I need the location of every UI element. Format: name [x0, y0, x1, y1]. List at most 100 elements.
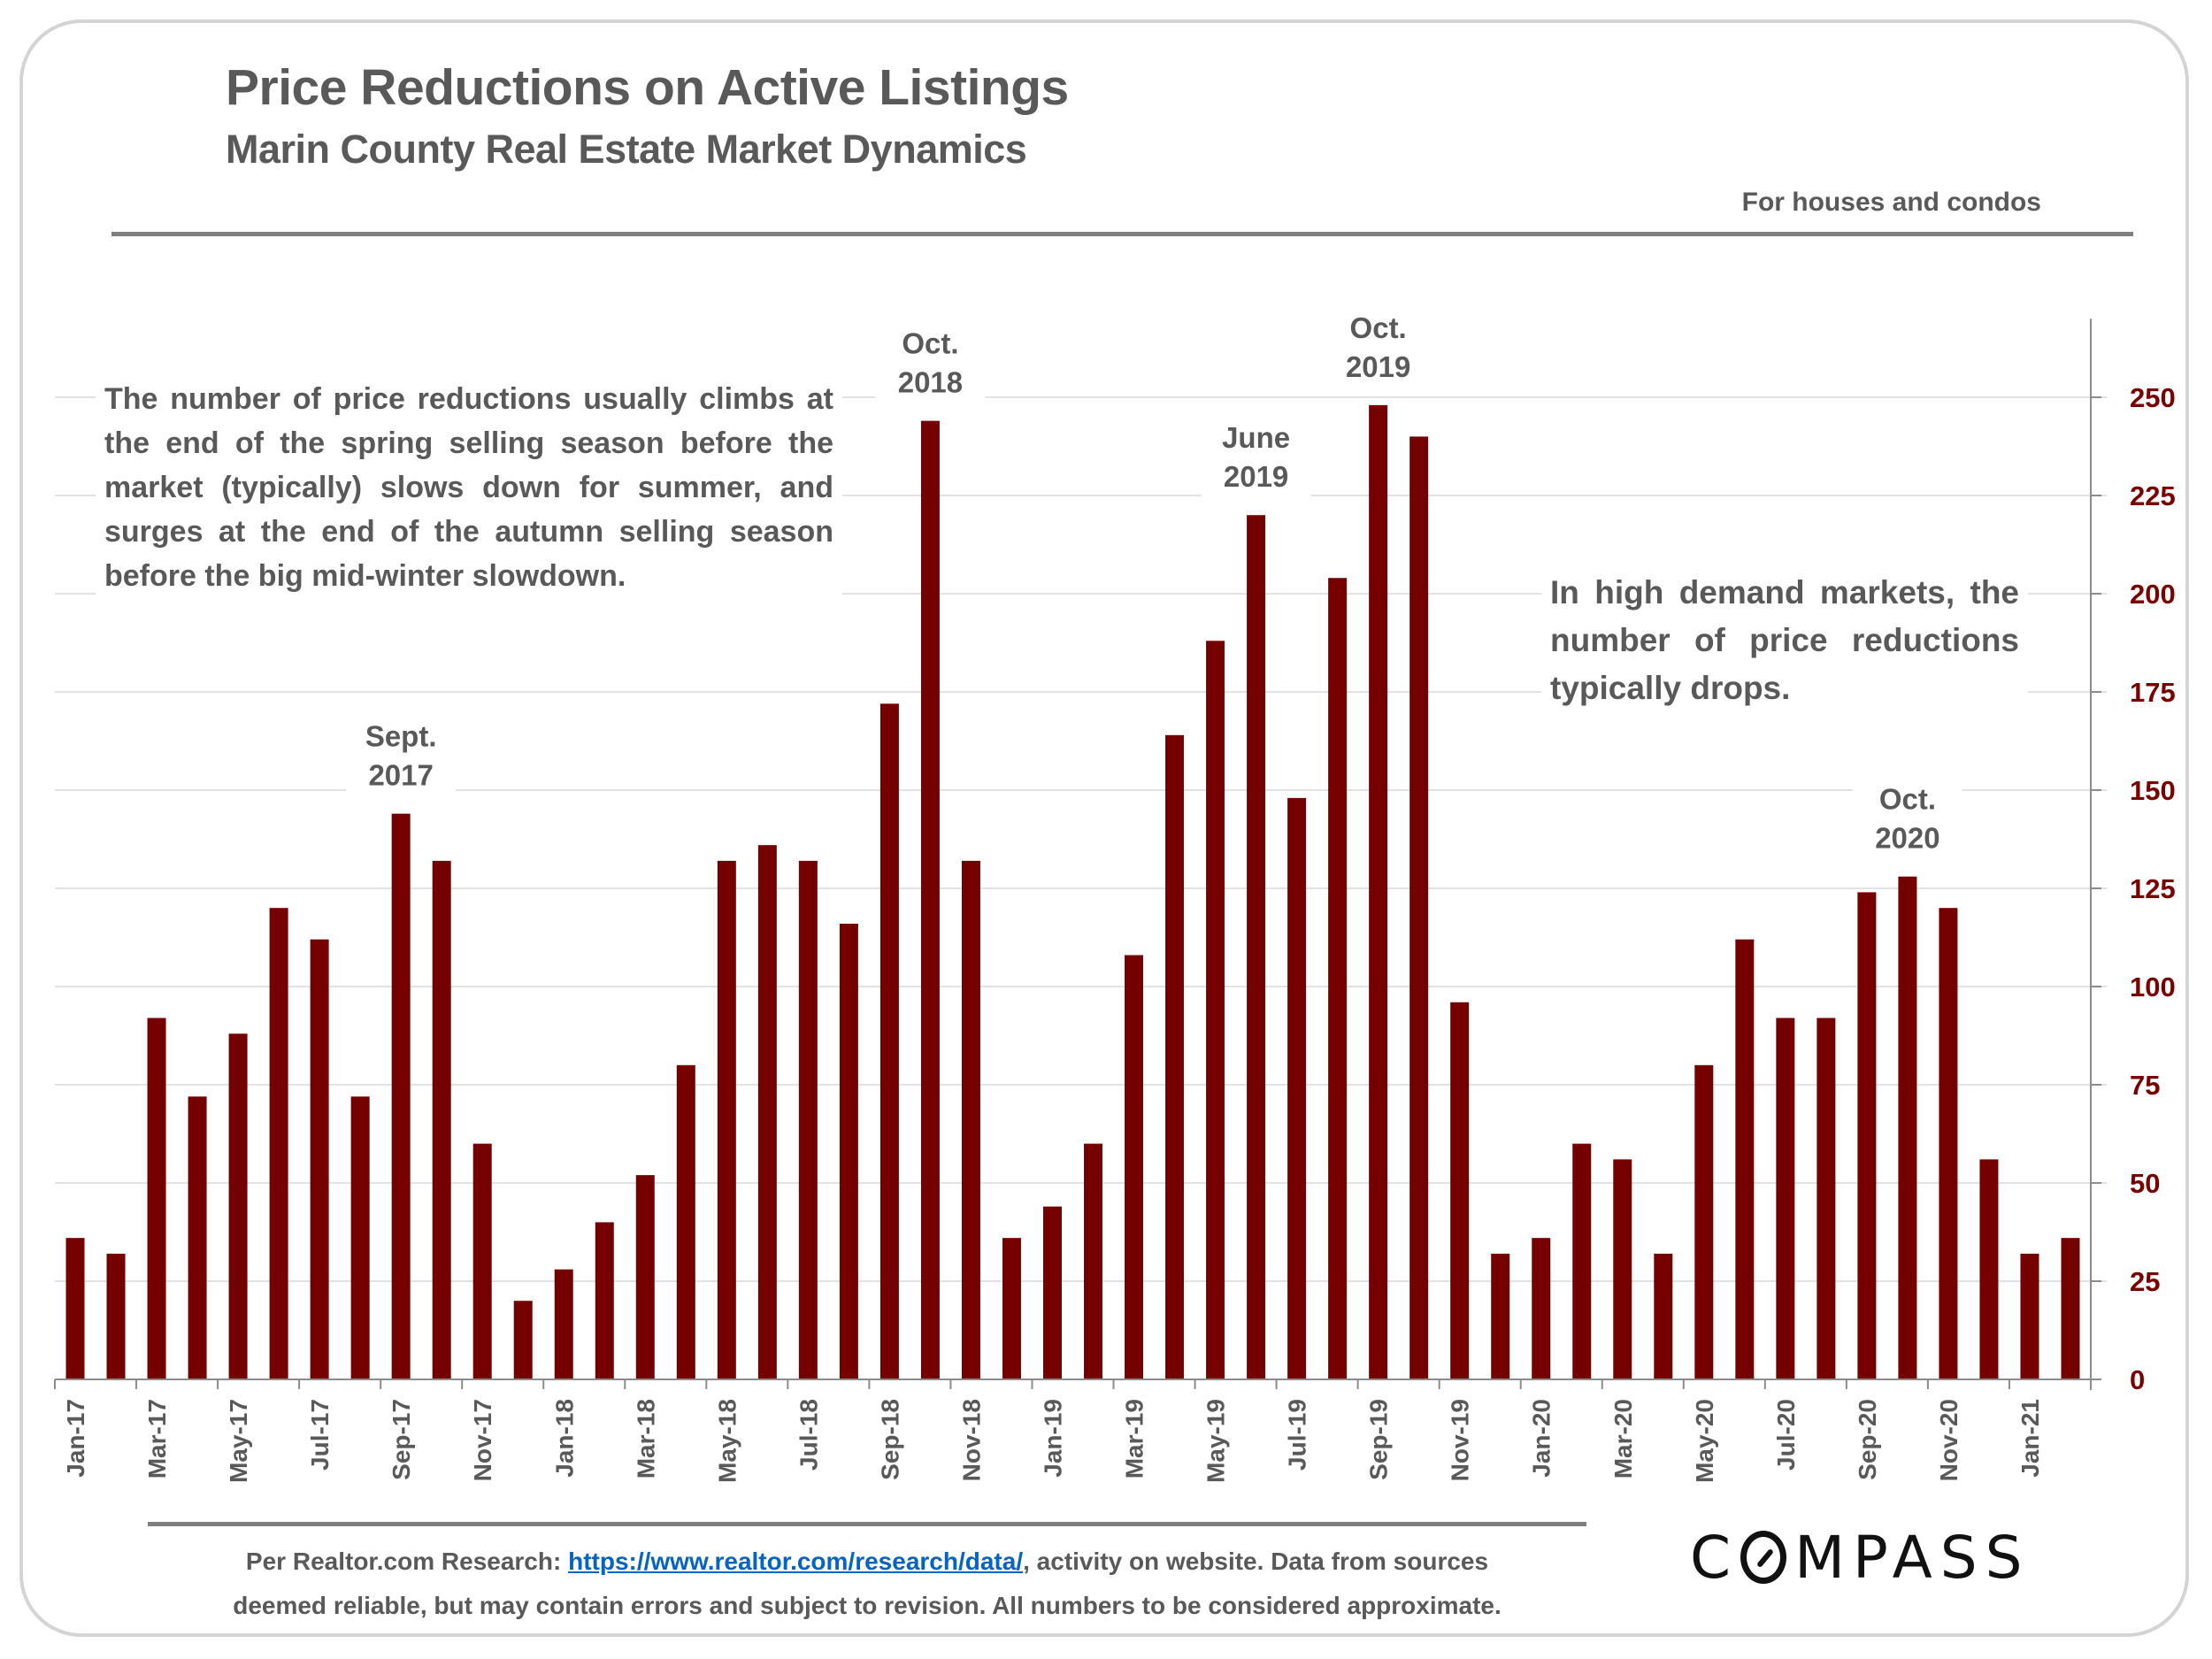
- bar-Feb-20: [1572, 1143, 1592, 1379]
- x-tick-label: Jul-17: [306, 1399, 334, 1471]
- bar-Nov-18: [961, 860, 980, 1379]
- bar-May-20: [1694, 1064, 1714, 1379]
- bar-Apr-18: [676, 1064, 695, 1379]
- x-tick-label: Jul-20: [1772, 1399, 1800, 1471]
- bar-Feb-21: [2061, 1238, 2080, 1379]
- y-tick-label: 175: [2130, 677, 2176, 708]
- bar-Dec-19: [1491, 1253, 1510, 1379]
- bar-Apr-19: [1165, 734, 1185, 1379]
- bars: [65, 404, 2080, 1379]
- x-tick-label: Mar-17: [143, 1399, 171, 1479]
- bar-Nov-17: [472, 1143, 492, 1379]
- peak-label-line2: 2017: [368, 759, 433, 792]
- seasonal-explanation-note: The number of price reductions usually c…: [96, 377, 842, 598]
- x-tick-label: May-20: [1691, 1399, 1718, 1483]
- y-axis-ticks: 0 25 50 75 100 125 150 175 200 225 250: [2091, 382, 2176, 1395]
- bar-Jul-18: [798, 860, 818, 1379]
- bar-Jan-19: [1042, 1206, 1062, 1379]
- peak-label-line2: 2019: [1346, 350, 1410, 383]
- bar-Jan-17: [65, 1238, 85, 1379]
- bar-Nov-20: [1939, 908, 1958, 1379]
- realtor-research-link[interactable]: https://www.realtor.com/research/data/: [568, 1548, 1024, 1575]
- peak-label: Oct. 2019: [1323, 296, 1433, 393]
- x-tick-label: Nov-19: [1447, 1399, 1474, 1481]
- bar-Sep-18: [879, 703, 899, 1379]
- peak-label-line1: June: [1222, 421, 1290, 454]
- footer-divider: [148, 1522, 1586, 1526]
- x-tick-label: Jul-18: [795, 1399, 822, 1471]
- header-divider: [111, 232, 2133, 236]
- peak-labels: Sept. 2017 Oct. 2018 June 2019 Oct. 2019 Oct. 202…: [346, 296, 1962, 864]
- bar-Apr-17: [188, 1096, 207, 1379]
- bar-Nov-19: [1450, 1002, 1470, 1379]
- bar-Mar-18: [635, 1175, 655, 1379]
- bar-Oct-18: [920, 420, 940, 1379]
- x-tick-label: Mar-18: [632, 1399, 659, 1479]
- peak-label-bg: [875, 312, 986, 409]
- peak-label-bg: [1323, 296, 1433, 393]
- x-tick-label: May-18: [713, 1399, 741, 1483]
- bar-Jan-20: [1532, 1238, 1551, 1379]
- bar-Apr-20: [1654, 1253, 1673, 1379]
- bar-Mar-19: [1125, 955, 1144, 1379]
- bar-Feb-19: [1084, 1143, 1103, 1379]
- peak-label-line2: 2018: [898, 366, 963, 399]
- bar-Jan-21: [2020, 1253, 2039, 1379]
- peak-label-line1: Oct.: [1879, 783, 1936, 816]
- y-tick-label: 0: [2130, 1364, 2145, 1395]
- x-tick-label: May-17: [225, 1399, 252, 1483]
- bar-May-17: [228, 1033, 248, 1379]
- logo-letters-mpass: MPASS: [1794, 1523, 2031, 1592]
- bar-Aug-18: [839, 923, 858, 1379]
- y-tick-label: 100: [2130, 972, 2176, 1002]
- compass-logo: C MPASS: [1690, 1524, 2106, 1592]
- source-footer: Per Realtor.com Research: https://www.re…: [150, 1540, 1584, 1628]
- bar-Jul-20: [1776, 1018, 1795, 1379]
- peak-label: Oct. 2020: [1852, 768, 1962, 864]
- bar-Sep-20: [1857, 892, 1877, 1379]
- bar-Aug-20: [1816, 1018, 1836, 1379]
- bar-Jul-19: [1287, 797, 1307, 1379]
- bar-Dec-18: [1002, 1238, 1021, 1379]
- bar-Oct-19: [1409, 436, 1429, 1379]
- peak-label-line2: 2019: [1224, 460, 1288, 493]
- x-tick-label: Nov-20: [1935, 1399, 1962, 1481]
- bar-Feb-18: [595, 1222, 614, 1379]
- peak-label: June 2019: [1201, 407, 1311, 503]
- x-tick-label: Jan-19: [1039, 1399, 1066, 1478]
- bar-Jun-18: [757, 845, 777, 1379]
- x-tick-label: May-19: [1202, 1399, 1230, 1483]
- bar-Sep-17: [391, 813, 411, 1379]
- bar-Mar-17: [147, 1018, 166, 1379]
- footer-prefix: Per Realtor.com Research:: [245, 1548, 569, 1575]
- peak-label: Oct. 2018: [875, 312, 986, 409]
- chart-subtitle: Marin County Real Estate Market Dynamics: [226, 127, 1027, 172]
- y-tick-label: 250: [2130, 382, 2176, 413]
- x-tick-label: Sep-17: [388, 1399, 415, 1480]
- footer-line-1: Per Realtor.com Research: https://www.re…: [150, 1540, 1584, 1584]
- bar-Oct-20: [1898, 876, 1917, 1379]
- axes: [55, 319, 2092, 1390]
- peak-label-line2: 2020: [1875, 822, 1939, 855]
- bar-Oct-17: [432, 860, 451, 1379]
- x-tick-label: Nov-18: [957, 1399, 985, 1481]
- chart-frame: [19, 19, 2189, 1637]
- x-axis-ticks: Jan-17 Mar-17 May-17 Jul-17 Sep-17 Nov-17 Jan-…: [54, 1379, 2092, 1483]
- y-tick-label: 225: [2130, 480, 2176, 511]
- bar-Sep-19: [1369, 404, 1388, 1379]
- y-tick-label: 150: [2130, 775, 2176, 806]
- x-tick-label: Jan-21: [2016, 1399, 2044, 1478]
- bar-Aug-17: [350, 1096, 370, 1379]
- x-tick-label: Mar-20: [1609, 1399, 1637, 1479]
- bar-Jul-17: [310, 939, 329, 1379]
- chart-title: Price Reductions on Active Listings: [226, 59, 1069, 116]
- logo-letter-c: C: [1690, 1523, 1740, 1592]
- x-tick-label: Jan-20: [1528, 1399, 1555, 1478]
- peak-label-bg: [346, 705, 457, 802]
- y-tick-label: 25: [2130, 1266, 2160, 1297]
- bar-Feb-17: [106, 1253, 126, 1379]
- bar-Jan-18: [554, 1269, 573, 1379]
- peak-label-line1: Oct.: [1350, 311, 1407, 344]
- y-tick-label: 200: [2130, 579, 2176, 610]
- x-tick-label: Jan-18: [550, 1399, 578, 1478]
